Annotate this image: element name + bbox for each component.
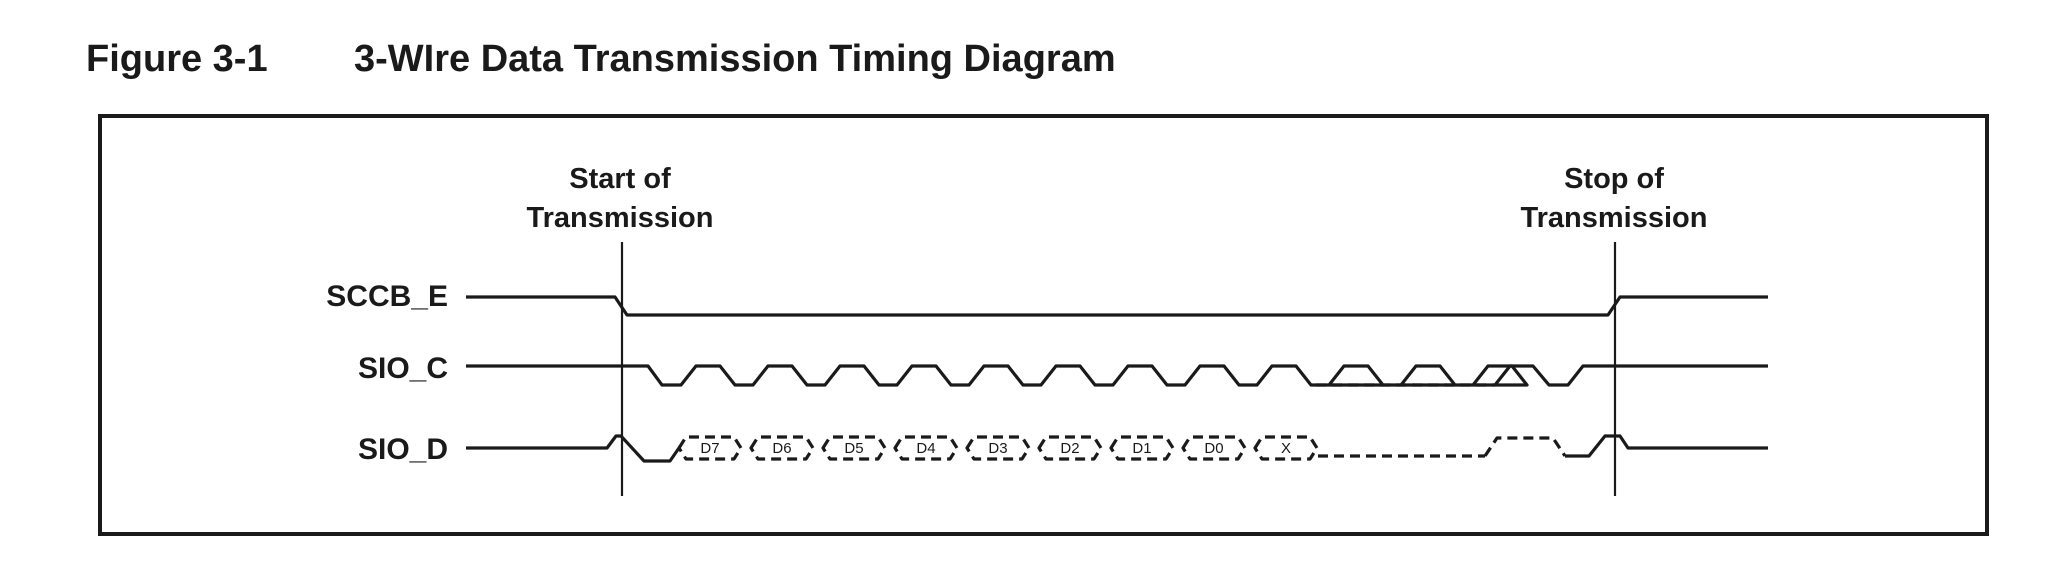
diagram-frame	[98, 114, 1989, 536]
data-bit-cell	[821, 435, 887, 461]
signal-label-sccb-e: SCCB_E	[326, 280, 448, 313]
data-bit-label: D5	[844, 440, 863, 457]
data-bit-label: X	[1281, 440, 1291, 457]
signal-label-sio-c: SIO_C	[358, 352, 448, 385]
sccb-e-waveform	[466, 295, 1768, 317]
start-marker-line2: Transmission	[527, 202, 714, 234]
data-bit-label: D3	[988, 440, 1007, 457]
sio-d-stop-condition	[1565, 434, 1768, 458]
sio-d-data-bits: D7 D6 D5 D4 D3 D2 D1 D0 X	[677, 435, 1319, 461]
sio-d-start-condition	[466, 434, 681, 463]
start-marker-line1: Start of	[569, 163, 671, 195]
data-bit-cell	[1037, 435, 1103, 461]
figure-title: 3-WIre Data Transmission Timing Diagram	[354, 38, 1116, 80]
stop-marker-line2: Transmission	[1521, 202, 1708, 234]
sio-d-final-bit	[1483, 436, 1567, 457]
sio-c-waveform	[466, 364, 1529, 387]
data-bit-label: D7	[700, 440, 719, 457]
data-bit-label: D4	[916, 440, 935, 457]
data-bit-cell	[1253, 435, 1319, 461]
data-bit-label: D2	[1060, 440, 1079, 457]
data-bit-cell	[893, 435, 959, 461]
data-bit-label: D6	[772, 440, 791, 457]
signal-label-sio-d: SIO_D	[358, 433, 448, 466]
data-bit-cell	[749, 435, 815, 461]
data-bit-cell	[1109, 435, 1175, 461]
data-bit-label: D0	[1204, 440, 1223, 457]
figure-number: Figure 3-1	[86, 38, 268, 80]
data-bit-cell	[965, 435, 1031, 461]
data-bit-cell	[677, 435, 743, 461]
data-bit-cell	[1181, 435, 1247, 461]
sio-c-final-clock	[1493, 364, 1768, 387]
stop-marker-line1: Stop of	[1564, 163, 1664, 195]
data-bit-label: D1	[1132, 440, 1151, 457]
